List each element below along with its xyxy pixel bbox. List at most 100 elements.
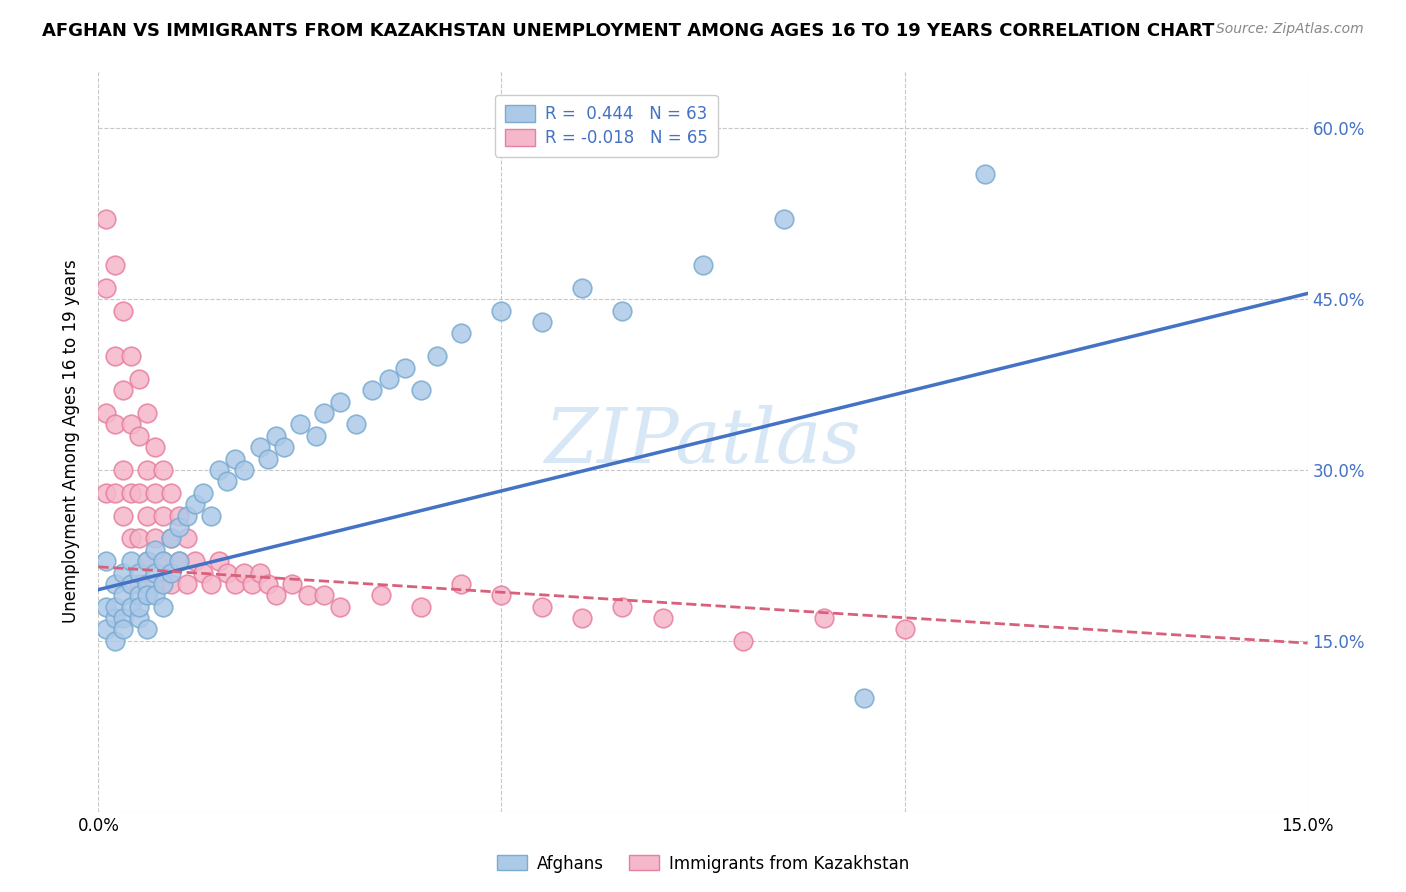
Point	[974, 167, 997, 181]
Point	[128, 372, 150, 386]
Point	[135, 463, 157, 477]
Point	[120, 532, 142, 546]
Point	[184, 554, 207, 568]
Point	[288, 417, 311, 432]
Point	[152, 554, 174, 568]
Point	[256, 577, 278, 591]
Point	[135, 554, 157, 568]
Point	[103, 258, 125, 272]
Point	[111, 463, 134, 477]
Point	[111, 566, 134, 580]
Point	[103, 417, 125, 432]
Point	[120, 485, 142, 500]
Point	[103, 577, 125, 591]
Point	[120, 599, 142, 614]
Point	[329, 394, 352, 409]
Point	[103, 599, 125, 614]
Point	[184, 497, 207, 511]
Point	[193, 566, 215, 580]
Point	[893, 623, 915, 637]
Point	[612, 599, 634, 614]
Point	[450, 326, 472, 341]
Point	[135, 406, 157, 420]
Point	[264, 429, 287, 443]
Point	[256, 451, 278, 466]
Point	[96, 212, 118, 227]
Point	[361, 384, 384, 398]
Point	[208, 554, 231, 568]
Point	[128, 577, 150, 591]
Point	[152, 508, 174, 523]
Point	[651, 611, 673, 625]
Point	[135, 588, 157, 602]
Point	[409, 599, 432, 614]
Point	[305, 429, 328, 443]
Point	[128, 532, 150, 546]
Point	[96, 281, 118, 295]
Point	[143, 532, 166, 546]
Point	[128, 485, 150, 500]
Point	[530, 599, 553, 614]
Point	[103, 611, 125, 625]
Point	[152, 554, 174, 568]
Point	[426, 349, 449, 363]
Point	[370, 588, 392, 602]
Point	[103, 349, 125, 363]
Point	[160, 577, 183, 591]
Point	[167, 520, 190, 534]
Point	[160, 485, 183, 500]
Point	[135, 623, 157, 637]
Point	[232, 566, 254, 580]
Point	[240, 577, 263, 591]
Legend: Afghans, Immigrants from Kazakhstan: Afghans, Immigrants from Kazakhstan	[491, 848, 915, 880]
Point	[143, 440, 166, 454]
Point	[152, 463, 174, 477]
Point	[249, 566, 271, 580]
Point	[772, 212, 794, 227]
Point	[143, 588, 166, 602]
Point	[200, 577, 222, 591]
Point	[217, 475, 239, 489]
Point	[111, 508, 134, 523]
Point	[152, 577, 174, 591]
Point	[491, 303, 513, 318]
Point	[176, 532, 198, 546]
Text: ZIPatlas: ZIPatlas	[544, 405, 862, 478]
Text: Source: ZipAtlas.com: Source: ZipAtlas.com	[1216, 22, 1364, 37]
Point	[128, 599, 150, 614]
Point	[571, 281, 593, 295]
Point	[96, 406, 118, 420]
Point	[394, 360, 416, 375]
Point	[176, 508, 198, 523]
Point	[96, 485, 118, 500]
Point	[167, 554, 190, 568]
Point	[111, 303, 134, 318]
Point	[208, 463, 231, 477]
Point	[128, 588, 150, 602]
Point	[111, 611, 134, 625]
Point	[143, 542, 166, 557]
Point	[120, 554, 142, 568]
Point	[160, 566, 183, 580]
Point	[120, 577, 142, 591]
Point	[264, 588, 287, 602]
Point	[167, 554, 190, 568]
Point	[224, 577, 246, 591]
Point	[733, 633, 755, 648]
Point	[128, 429, 150, 443]
Point	[152, 599, 174, 614]
Text: AFGHAN VS IMMIGRANTS FROM KAZAKHSTAN UNEMPLOYMENT AMONG AGES 16 TO 19 YEARS CORR: AFGHAN VS IMMIGRANTS FROM KAZAKHSTAN UNE…	[42, 22, 1215, 40]
Point	[120, 349, 142, 363]
Point	[111, 588, 134, 602]
Point	[120, 417, 142, 432]
Point	[143, 566, 166, 580]
Point	[96, 599, 118, 614]
Point	[217, 566, 239, 580]
Point	[297, 588, 319, 602]
Point	[530, 315, 553, 329]
Point	[176, 577, 198, 591]
Point	[224, 451, 246, 466]
Point	[135, 554, 157, 568]
Point	[571, 611, 593, 625]
Point	[232, 463, 254, 477]
